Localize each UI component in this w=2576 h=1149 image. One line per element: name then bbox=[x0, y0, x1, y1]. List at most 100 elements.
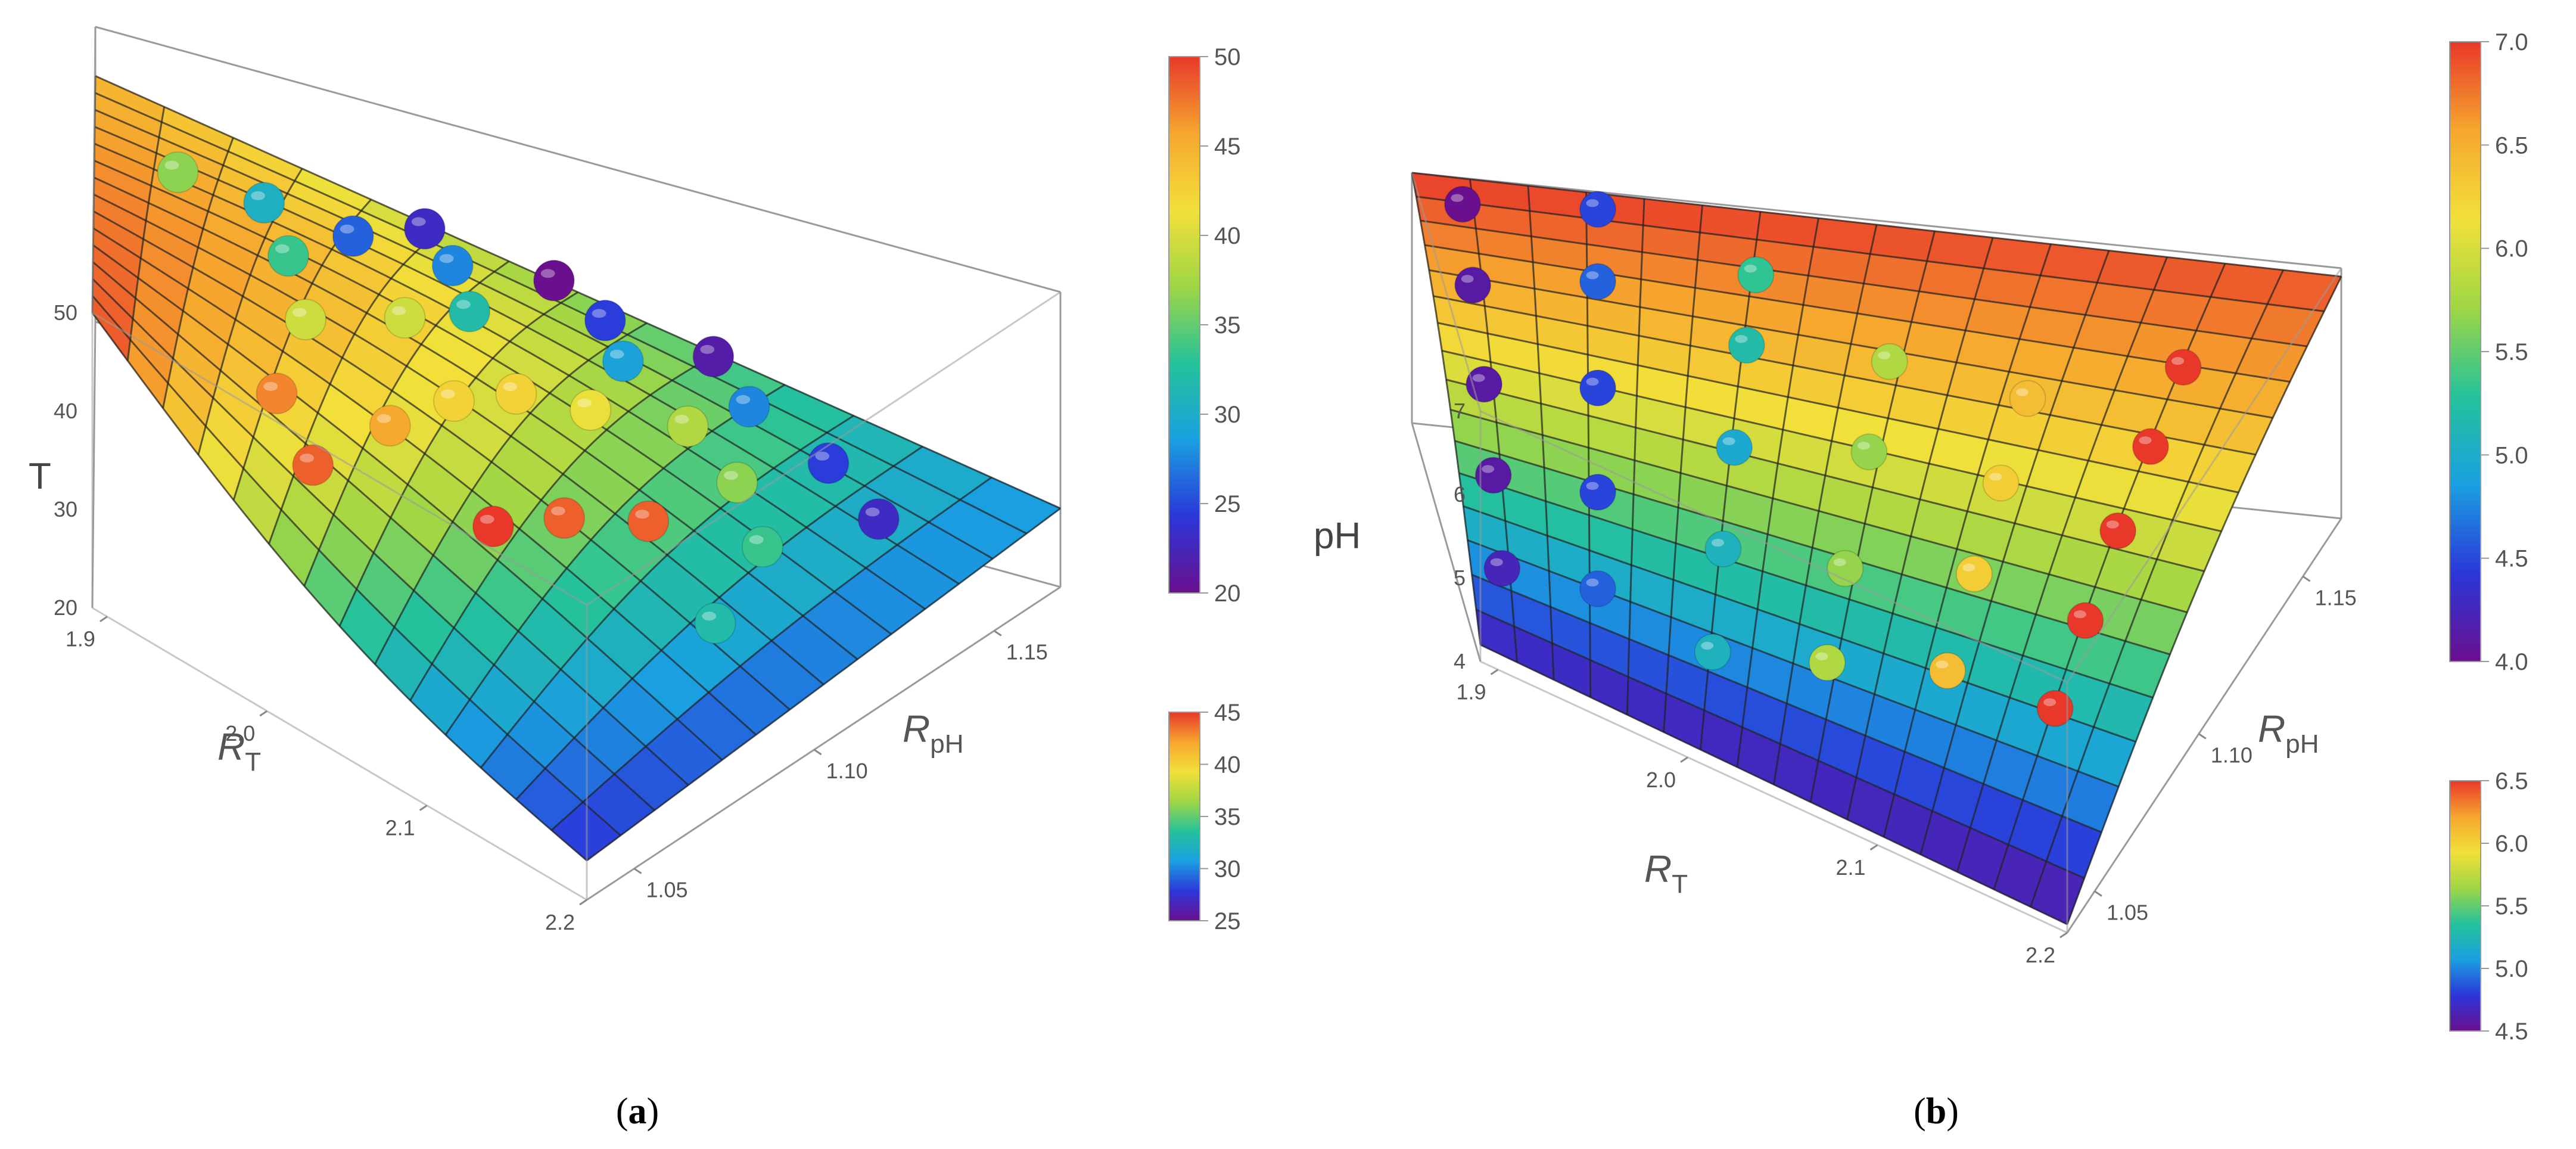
b-axis-ticks: 4 5 6 7 1.9 2.0 2.1 2.2 1.05 1.10 1.15 bbox=[1454, 399, 2357, 967]
b-data-point-highlight bbox=[1936, 660, 1949, 669]
b-data-point bbox=[2036, 690, 2074, 727]
b-data-point bbox=[1982, 464, 2020, 502]
b-colorbar-main-tick-label: 4.5 bbox=[2495, 546, 2528, 572]
a-data-point bbox=[533, 259, 575, 302]
b-mesh-line bbox=[2066, 276, 2342, 925]
a-data-point bbox=[431, 244, 474, 287]
b-data-point bbox=[1443, 185, 1481, 223]
a-data-point bbox=[256, 372, 298, 415]
a-data-point-highlight bbox=[724, 471, 738, 480]
b-data-point bbox=[1728, 327, 1765, 364]
a-data-points bbox=[157, 151, 900, 644]
a-colorbar-points-tick-label: 35 bbox=[1214, 804, 1241, 830]
b-data-point-highlight bbox=[1701, 641, 1714, 650]
b-box-front-edge bbox=[2066, 268, 2342, 683]
a-data-point bbox=[284, 299, 326, 341]
a-data-point-highlight bbox=[292, 308, 307, 317]
a-data-point-highlight bbox=[815, 451, 830, 461]
a-z-axis-label: T bbox=[29, 456, 51, 497]
a-data-point-highlight bbox=[540, 269, 555, 278]
a-box-back-edge bbox=[586, 586, 1061, 901]
b-colorbar-main-tick-label: 4.0 bbox=[2495, 649, 2528, 675]
b-colorbar-points-tick-label: 6.0 bbox=[2495, 831, 2528, 857]
b-data-point bbox=[1704, 530, 1742, 568]
b-y-axis-label: RpH bbox=[2258, 707, 2319, 759]
a-z-tick-label: 20 bbox=[54, 595, 77, 620]
a-data-point-highlight bbox=[164, 160, 179, 170]
b-data-point bbox=[1466, 365, 1503, 403]
b-data-point-highlight bbox=[1586, 377, 1599, 386]
a-colorbar-main-tick-label: 20 bbox=[1214, 580, 1241, 607]
a-data-point-highlight bbox=[411, 217, 426, 226]
b-data-point-highlight bbox=[2016, 388, 2029, 396]
b-box-front-edge bbox=[1480, 410, 2068, 684]
b-data-point-highlight bbox=[1989, 473, 2002, 481]
b-colorbar-main-tick-label: 6.0 bbox=[2495, 236, 2528, 262]
a-data-point bbox=[857, 498, 900, 540]
a-mesh-line bbox=[586, 507, 1061, 862]
b-box-back-edge bbox=[1411, 423, 1482, 662]
b-x-tick-mark bbox=[1490, 669, 1499, 675]
b-data-point bbox=[1737, 256, 1775, 294]
b-data-point bbox=[1809, 644, 1846, 681]
b-data-point-highlight bbox=[2171, 357, 2185, 365]
b-x-tick-label: 2.1 bbox=[1835, 855, 1865, 880]
panel-a: 20 30 40 50 1.9 2.0 2.1 2.2 1.05 1.10 1.15 T RT Rp… bbox=[29, 26, 1241, 1132]
b-data-point-highlight bbox=[1735, 335, 1748, 343]
a-y-tick-mark bbox=[813, 749, 822, 756]
a-y-tick-label: 1.15 bbox=[1006, 640, 1048, 664]
b-y-tick-label: 1.15 bbox=[2315, 585, 2357, 610]
a-x-tick-mark bbox=[579, 899, 587, 906]
a-x-tick-mark bbox=[259, 710, 268, 717]
b-data-point-highlight bbox=[2043, 698, 2057, 706]
b-data-point-highlight bbox=[1857, 442, 1870, 450]
a-data-point-highlight bbox=[700, 344, 715, 354]
b-data-point-highlight bbox=[1451, 194, 1464, 202]
b-data-point-highlight bbox=[1490, 558, 1503, 566]
a-x-tick-mark bbox=[419, 805, 428, 811]
a-data-point bbox=[332, 215, 374, 257]
a-data-point-highlight bbox=[440, 389, 455, 399]
a-data-point bbox=[369, 405, 411, 447]
a-mesh-line bbox=[515, 446, 923, 800]
b-mesh-line bbox=[1437, 322, 2239, 493]
b-y-tick-mark bbox=[2198, 733, 2207, 740]
b-data-point bbox=[2009, 380, 2046, 417]
a-data-point-highlight bbox=[480, 514, 494, 524]
a-data-point bbox=[384, 297, 426, 339]
b-mesh-line bbox=[1809, 231, 1936, 803]
a-colorbar-points: 25 30 35 40 45 bbox=[1168, 700, 1241, 934]
b-data-point bbox=[1850, 433, 1888, 471]
b-data-point bbox=[1483, 549, 1521, 587]
b-z-tick-label: 7 bbox=[1454, 399, 1466, 423]
b-colorbar-points-tick-label: 6.5 bbox=[2495, 768, 2528, 794]
a-data-point bbox=[570, 389, 612, 431]
a-mesh-line bbox=[94, 92, 1027, 535]
a-colorbar-main-tick-label: 30 bbox=[1214, 402, 1241, 428]
b-data-point-highlight bbox=[1482, 465, 1495, 473]
b-data-point bbox=[1694, 633, 1731, 670]
a-z-tick-label: 40 bbox=[54, 399, 77, 423]
a-data-point-highlight bbox=[702, 611, 717, 621]
b-data-point bbox=[1579, 191, 1616, 228]
b-colorbar-main-tick-label: 5.5 bbox=[2495, 339, 2528, 365]
a-data-point-highlight bbox=[551, 506, 565, 516]
a-mesh-line bbox=[409, 353, 717, 701]
a-data-point bbox=[449, 290, 491, 333]
a-mesh-line bbox=[444, 384, 785, 735]
b-mesh-line bbox=[1429, 269, 2273, 419]
a-colorbar-main-tick-label: 50 bbox=[1214, 44, 1241, 70]
a-data-point bbox=[543, 497, 586, 539]
a-data-point bbox=[472, 505, 514, 548]
b-mesh-line bbox=[1956, 256, 2168, 872]
a-box-front-edge bbox=[92, 607, 587, 901]
a-data-point-highlight bbox=[340, 224, 354, 234]
b-data-point bbox=[2067, 602, 2104, 639]
a-y-tick-mark bbox=[993, 630, 1002, 636]
a-x-tick-mark bbox=[99, 616, 108, 622]
a-data-point bbox=[495, 372, 537, 415]
b-colorbar-main-tick-label: 7.0 bbox=[2495, 29, 2528, 55]
b-z-tick-label: 5 bbox=[1454, 566, 1466, 590]
a-colorbar-main-tick-label: 35 bbox=[1214, 312, 1241, 339]
a-z-tick-label: 30 bbox=[54, 497, 77, 521]
